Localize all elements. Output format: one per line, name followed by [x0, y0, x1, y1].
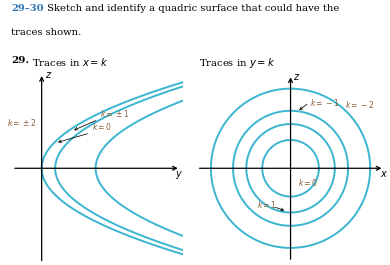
- Text: Sketch and identify a quadric surface that could have the: Sketch and identify a quadric surface th…: [44, 4, 339, 13]
- Text: $k=\pm1$: $k=\pm1$: [100, 108, 129, 119]
- Text: $z$: $z$: [45, 70, 52, 80]
- Text: $k=0$: $k=0$: [92, 121, 112, 132]
- Text: $x$: $x$: [380, 169, 388, 179]
- Text: 29.: 29.: [11, 56, 29, 65]
- Text: $k=0$: $k=0$: [298, 177, 318, 188]
- Text: $y$: $y$: [175, 169, 183, 181]
- Text: $z$: $z$: [293, 72, 300, 82]
- Text: Traces in $y = k$: Traces in $y = k$: [199, 56, 275, 70]
- Text: $k=-2$: $k=-2$: [346, 99, 374, 110]
- Text: $k=-1$: $k=-1$: [310, 97, 339, 108]
- Text: 29–30: 29–30: [11, 4, 44, 13]
- Text: $k=\pm2$: $k=\pm2$: [7, 117, 36, 128]
- Text: traces shown.: traces shown.: [11, 28, 81, 37]
- Text: $k=1$: $k=1$: [257, 199, 277, 210]
- Text: Traces in $x = k$: Traces in $x = k$: [32, 56, 108, 68]
